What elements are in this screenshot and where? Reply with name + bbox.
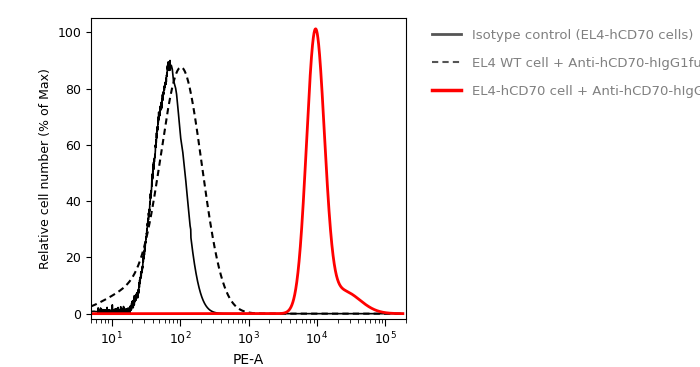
EL4-hCD70 cell + Anti-hCD70-hIgG1fut xyxy=(220,312,228,316)
X-axis label: PE-A: PE-A xyxy=(233,353,264,367)
EL4-hCD70 cell + Anti-hCD70-hIgG1fut xyxy=(87,312,95,316)
Line: EL4 WT cell + Anti-hCD70-hIgG1fut: EL4 WT cell + Anti-hCD70-hIgG1fut xyxy=(91,67,403,314)
EL4 WT cell + Anti-hCD70-hIgG1fut xyxy=(87,304,95,309)
EL4 WT cell + Anti-hCD70-hIgG1fut xyxy=(177,65,186,69)
Line: Isotype control (EL4-hCD70 cells): Isotype control (EL4-hCD70 cells) xyxy=(91,61,403,314)
EL4 WT cell + Anti-hCD70-hIgG1fut xyxy=(359,312,368,316)
Isotype control (EL4-hCD70 cells) xyxy=(359,312,368,316)
Isotype control (EL4-hCD70 cells) xyxy=(393,312,401,316)
Isotype control (EL4-hCD70 cells) xyxy=(166,58,174,63)
EL4 WT cell + Anti-hCD70-hIgG1fut xyxy=(393,312,401,316)
Isotype control (EL4-hCD70 cells) xyxy=(141,245,149,249)
EL4 WT cell + Anti-hCD70-hIgG1fut xyxy=(206,223,215,228)
EL4 WT cell + Anti-hCD70-hIgG1fut xyxy=(399,312,407,316)
Line: EL4-hCD70 cell + Anti-hCD70-hIgG1fut: EL4-hCD70 cell + Anti-hCD70-hIgG1fut xyxy=(91,29,403,314)
Legend: Isotype control (EL4-hCD70 cells), EL4 WT cell + Anti-hCD70-hIgG1fut, EL4-hCD70 : Isotype control (EL4-hCD70 cells), EL4 W… xyxy=(428,25,700,102)
Isotype control (EL4-hCD70 cells) xyxy=(206,309,215,313)
EL4 WT cell + Anti-hCD70-hIgG1fut xyxy=(141,241,149,246)
EL4-hCD70 cell + Anti-hCD70-hIgG1fut xyxy=(312,27,320,31)
EL4 WT cell + Anti-hCD70-hIgG1fut xyxy=(220,284,228,288)
EL4-hCD70 cell + Anti-hCD70-hIgG1fut xyxy=(399,312,407,316)
EL4-hCD70 cell + Anti-hCD70-hIgG1fut xyxy=(359,301,368,305)
Isotype control (EL4-hCD70 cells) xyxy=(122,310,131,314)
Isotype control (EL4-hCD70 cells) xyxy=(87,309,95,313)
Y-axis label: Relative cell number (% of Max): Relative cell number (% of Max) xyxy=(38,68,52,269)
EL4-hCD70 cell + Anti-hCD70-hIgG1fut xyxy=(206,312,215,316)
EL4-hCD70 cell + Anti-hCD70-hIgG1fut xyxy=(122,312,131,316)
EL4-hCD70 cell + Anti-hCD70-hIgG1fut xyxy=(393,311,401,316)
Isotype control (EL4-hCD70 cells) xyxy=(94,312,102,316)
Isotype control (EL4-hCD70 cells) xyxy=(220,311,228,316)
EL4 WT cell + Anti-hCD70-hIgG1fut xyxy=(122,283,131,287)
EL4-hCD70 cell + Anti-hCD70-hIgG1fut xyxy=(141,312,149,316)
Isotype control (EL4-hCD70 cells) xyxy=(399,312,407,316)
